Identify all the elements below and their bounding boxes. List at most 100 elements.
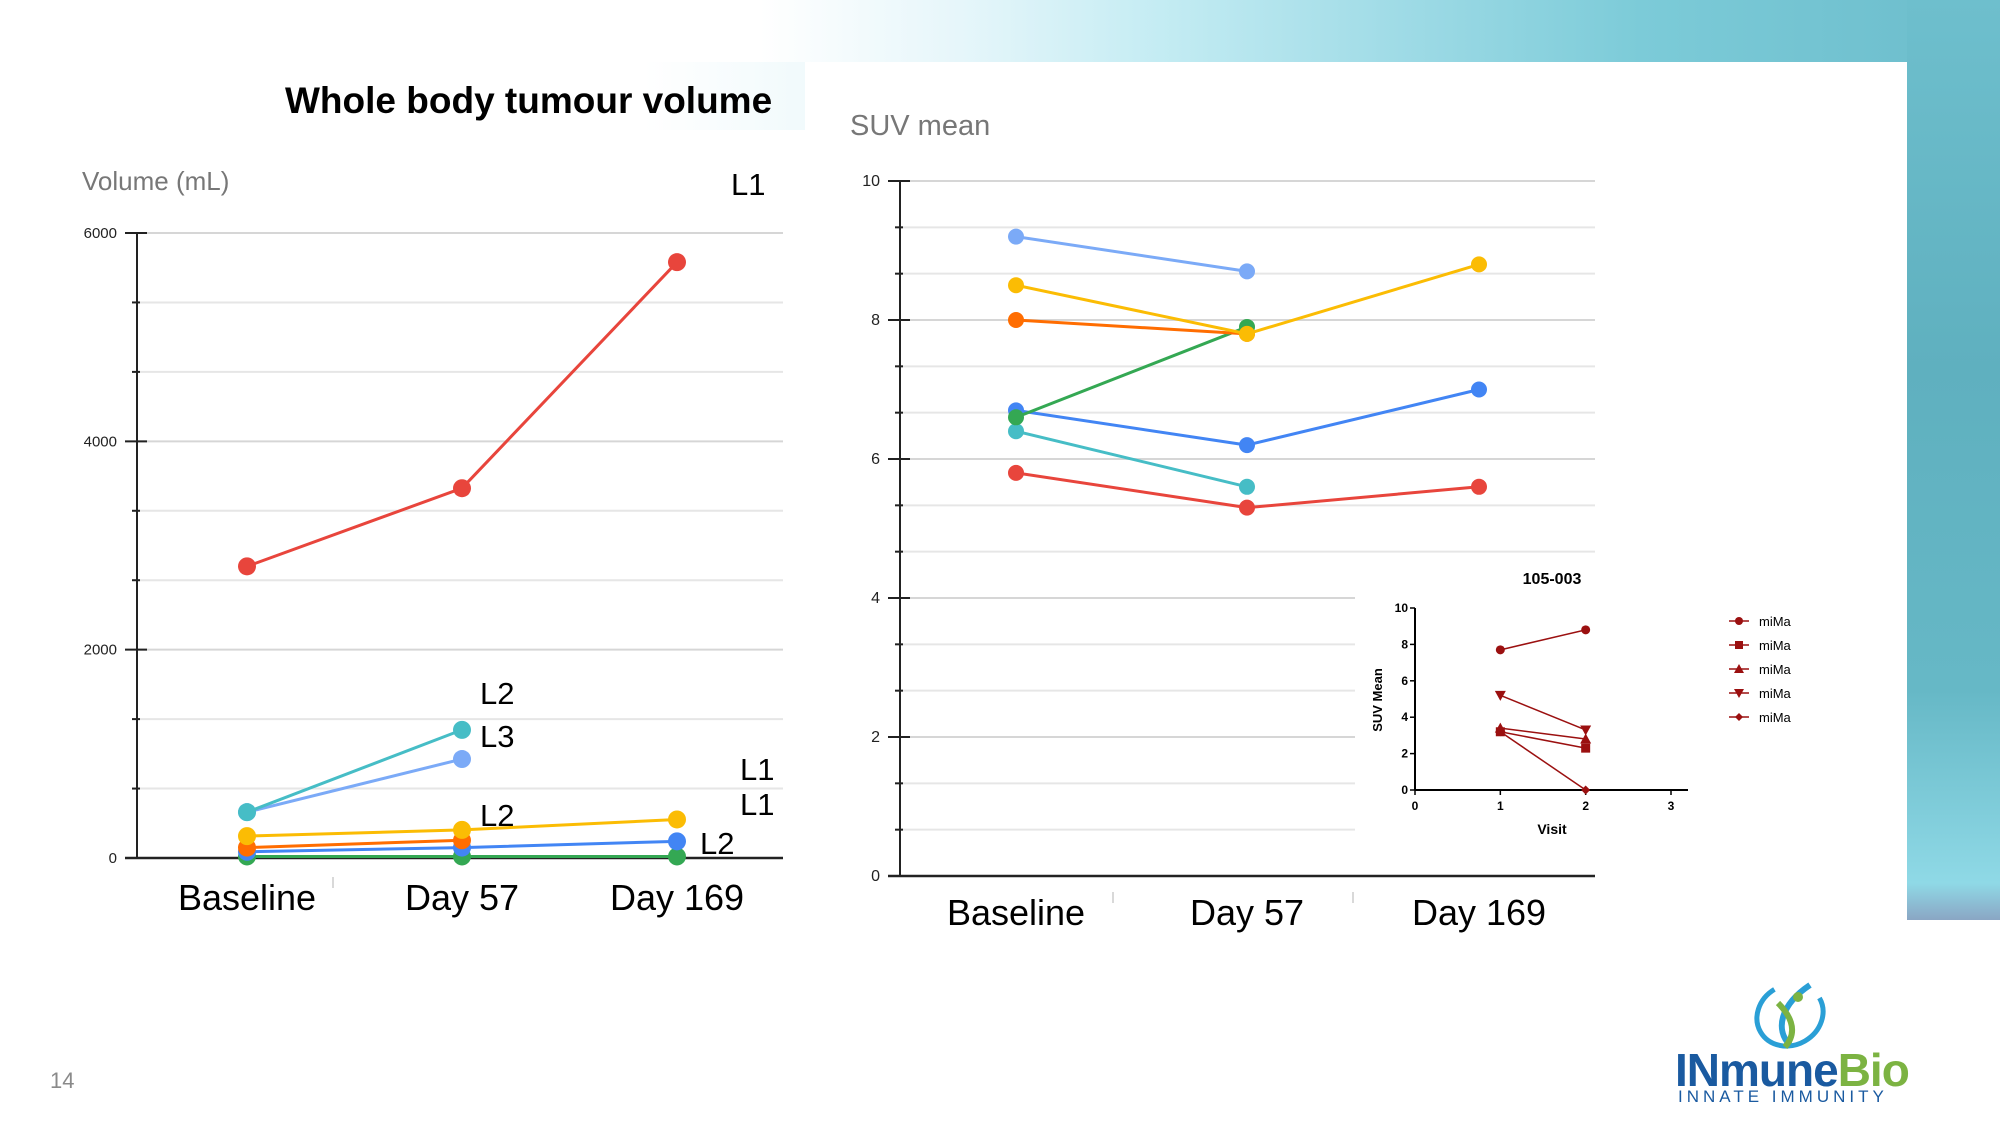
inset-data-point bbox=[1581, 743, 1591, 753]
inset-data-point bbox=[1580, 733, 1592, 744]
data-point bbox=[1471, 381, 1487, 398]
series-teal bbox=[1008, 423, 1255, 495]
inset-y-tick-label: 4 bbox=[1401, 710, 1408, 724]
data-point bbox=[1239, 263, 1255, 280]
data-point bbox=[1471, 256, 1487, 273]
series-light-blue bbox=[1008, 228, 1255, 280]
y-tick-label: 4 bbox=[871, 590, 880, 607]
series-line-segment bbox=[1014, 408, 1249, 447]
legend-item: miMa bbox=[1729, 638, 1792, 653]
logo-wordmark: INmuneBio bbox=[1675, 1044, 1910, 1096]
inset-data-point bbox=[1495, 727, 1505, 737]
series-line-segment bbox=[245, 828, 464, 838]
data-point bbox=[1008, 277, 1024, 294]
x-category-label: Baseline bbox=[178, 877, 316, 918]
series-yellow bbox=[1008, 256, 1487, 342]
logo-name-part2: Bio bbox=[1837, 1044, 1910, 1096]
series-red bbox=[238, 253, 686, 576]
inset-series-circle bbox=[1495, 625, 1591, 655]
legend-marker-triangle-down-icon bbox=[1734, 689, 1744, 698]
inset-x-tick-label: 0 bbox=[1412, 799, 1419, 813]
lesion-annotation: L2 bbox=[700, 826, 734, 861]
series-line-segment bbox=[460, 260, 679, 490]
data-point bbox=[668, 253, 686, 272]
tumour-volume-chart: 0 2000 4000 6000 Volume (mL) Baseline Day 57 Da… bbox=[82, 166, 783, 918]
inset-legend: miMa miMa miMa miMa miMa bbox=[1729, 614, 1792, 725]
data-point bbox=[1008, 312, 1024, 328]
series-line-segment bbox=[245, 757, 464, 814]
series-line-segment bbox=[1014, 471, 1249, 510]
data-point bbox=[668, 847, 686, 866]
data-point bbox=[668, 832, 686, 851]
inmunebio-logo: INmuneBio INNATE IMMUNITY bbox=[1660, 975, 1915, 1106]
data-point bbox=[1471, 478, 1487, 495]
data-point bbox=[453, 479, 471, 498]
lesion-annotation: L3 bbox=[480, 719, 514, 754]
y-tick-label: 0 bbox=[871, 868, 880, 885]
inset-series-line bbox=[1500, 731, 1586, 749]
data-point bbox=[453, 820, 471, 839]
legend-marker-square-icon bbox=[1735, 641, 1743, 649]
data-point bbox=[1008, 409, 1024, 426]
x-category-label: Day 57 bbox=[405, 877, 519, 918]
page-number: 14 bbox=[50, 1068, 75, 1093]
background-banner-right bbox=[1907, 0, 2000, 920]
data-point bbox=[1239, 325, 1255, 342]
data-point bbox=[238, 557, 256, 576]
data-point bbox=[1239, 499, 1255, 516]
logo-emblem-icon bbox=[1754, 981, 1826, 1049]
series-teal bbox=[238, 720, 471, 822]
inset-series-diamond bbox=[1495, 727, 1591, 795]
series-line-segment bbox=[1245, 388, 1481, 447]
legend-item: miMa bbox=[1729, 710, 1792, 725]
data-point bbox=[238, 827, 256, 846]
y-tick-label: 0 bbox=[109, 850, 117, 867]
series-line-segment bbox=[245, 838, 464, 850]
y-axis-label: SUV mean bbox=[850, 110, 990, 142]
data-point bbox=[453, 750, 471, 769]
inset-series-line bbox=[1500, 629, 1586, 651]
x-category-label: Day 57 bbox=[1190, 892, 1304, 933]
logo-name-part1: INmune bbox=[1675, 1044, 1839, 1096]
series-line-segment bbox=[245, 846, 464, 854]
legend-item: miMa bbox=[1729, 662, 1792, 677]
series-red bbox=[1008, 464, 1487, 516]
legend-marker-circle-icon bbox=[1735, 617, 1743, 625]
data-point bbox=[453, 720, 471, 739]
series-line-segment bbox=[1014, 429, 1249, 489]
lesion-annotation: L1 bbox=[740, 752, 774, 787]
x-category-label: Baseline bbox=[947, 892, 1085, 933]
inset-data-point bbox=[1495, 645, 1505, 655]
data-point bbox=[1008, 228, 1024, 245]
legend-marker-diamond-icon bbox=[1735, 713, 1743, 721]
inset-series-line bbox=[1500, 727, 1586, 740]
inset-series-line bbox=[1500, 694, 1586, 731]
legend-item: miMa bbox=[1729, 686, 1792, 701]
inset-data-point bbox=[1580, 725, 1592, 736]
inset-y-axis-label: SUV Mean bbox=[1370, 668, 1385, 732]
series-line-segment bbox=[1014, 318, 1249, 336]
legend-label: miMa bbox=[1759, 710, 1792, 725]
y-tick-label: 6000 bbox=[84, 225, 117, 242]
inset-series-line bbox=[1499, 731, 1587, 791]
y-tick-label: 4000 bbox=[84, 433, 117, 450]
legend-label: miMa bbox=[1759, 614, 1792, 629]
legend-label: miMa bbox=[1759, 638, 1792, 653]
x-category-label: Day 169 bbox=[610, 877, 744, 918]
series-line-segment bbox=[1245, 262, 1481, 336]
slide-title: Whole body tumour volume bbox=[285, 80, 773, 121]
inset-data-point bbox=[1494, 690, 1506, 701]
series-green bbox=[1008, 318, 1255, 426]
inset-x-tick-label: 2 bbox=[1582, 799, 1589, 813]
inset-data-point bbox=[1581, 625, 1591, 635]
data-point bbox=[238, 803, 256, 822]
series-line-segment bbox=[1014, 325, 1249, 419]
series-line-segment bbox=[1014, 283, 1249, 336]
series-line-segment bbox=[460, 817, 679, 832]
inset-series-triangle-down bbox=[1494, 690, 1592, 736]
series-line-segment bbox=[1245, 485, 1481, 510]
inset-y-tick-label: 0 bbox=[1401, 783, 1408, 797]
inset-data-point bbox=[1581, 785, 1591, 795]
legend-label: miMa bbox=[1759, 662, 1792, 677]
